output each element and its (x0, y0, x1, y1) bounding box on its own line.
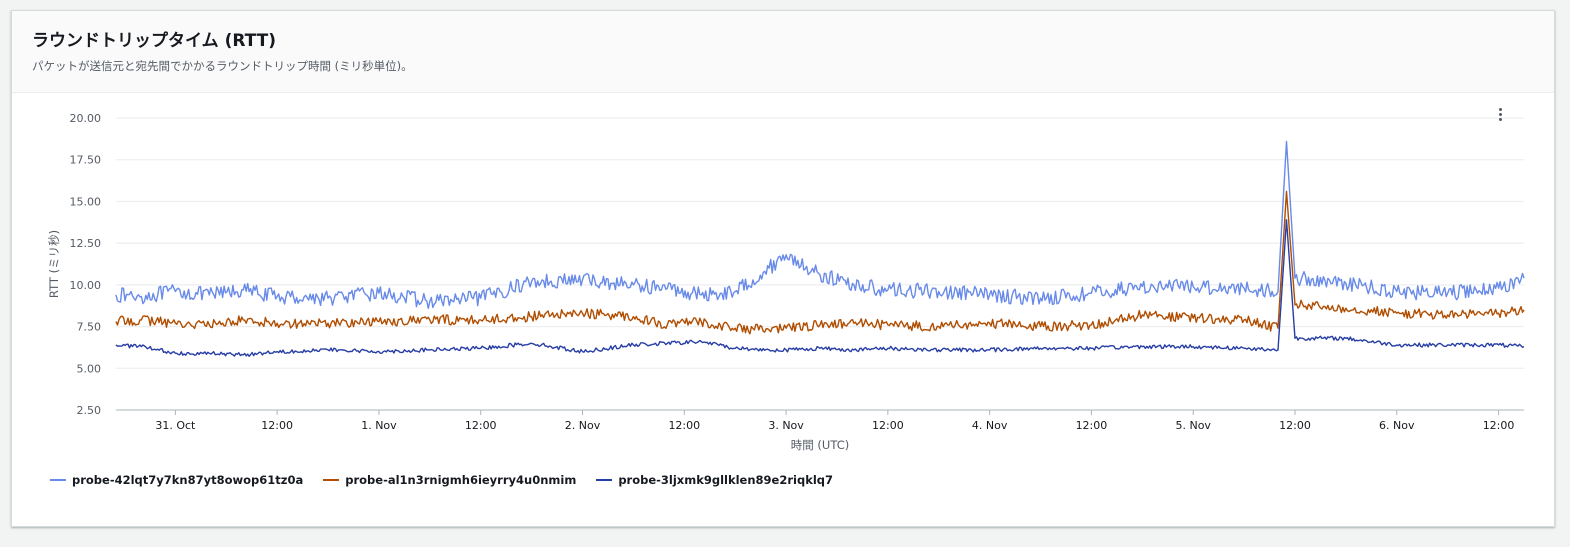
x-tick-label: 3. Nov (768, 419, 804, 432)
y-tick-label: 17.50 (70, 154, 102, 167)
legend-item[interactable]: probe-42lqt7y7kn87yt8owop61tz0a (50, 473, 303, 487)
more-vertical-icon[interactable] (1490, 106, 1510, 126)
legend-label: probe-al1n3rnigmh6ieyrry4u0nmim (345, 473, 577, 487)
card-subtitle: パケットが送信元と宛先間でかかるラウンドトリップ時間 (ミリ秒単位)。 (32, 59, 413, 73)
x-tick-label: 12:00 (1483, 419, 1515, 432)
chart-legend: probe-42lqt7y7kn87yt8owop61tz0a probe-al1… (50, 473, 833, 487)
series-line-2 (115, 190, 1525, 335)
series-line-3 (115, 219, 1525, 357)
legend-swatch (323, 479, 340, 481)
rtt-card: ラウンドトリップタイム (RTT) パケットが送信元と宛先間でかかるラウンドトリ… (11, 10, 1555, 527)
x-tick-label: 12:00 (1279, 419, 1311, 432)
x-axis-label: 時間 (UTC) (791, 438, 849, 452)
legend-swatch (50, 479, 66, 481)
x-tick-label: 12:00 (261, 419, 293, 432)
x-tick-label: 12:00 (465, 419, 497, 432)
legend-item[interactable]: probe-al1n3rnigmh6ieyrry4u0nmim (323, 473, 576, 487)
y-axis-label: RTT (ミリ秒) (47, 230, 61, 298)
x-tick-label: 2. Nov (565, 419, 601, 432)
x-tick-label: 12:00 (1076, 419, 1108, 432)
legend-label: probe-42lqt7y7kn87yt8owop61tz0a (72, 473, 304, 487)
x-tick-label: 1. Nov (361, 419, 397, 432)
y-tick-label: 15.00 (70, 195, 102, 208)
x-tick-label: 4. Nov (972, 419, 1008, 432)
x-tick-label: 12:00 (668, 419, 700, 432)
x-tick-label: 31. Oct (155, 419, 196, 432)
x-tick-label: 12:00 (872, 419, 904, 432)
y-tick-label: 7.50 (77, 321, 102, 334)
y-tick-label: 20.00 (70, 112, 102, 125)
y-tick-label: 12.50 (70, 237, 102, 250)
series-line-1 (115, 140, 1525, 309)
legend-swatch (596, 479, 613, 481)
x-tick-label: 6. Nov (1379, 419, 1415, 432)
legend-label: probe-3ljxmk9gllklen89e2riqklq7 (618, 473, 834, 487)
card-header: ラウンドトリップタイム (RTT) パケットが送信元と宛先間でかかるラウンドトリ… (12, 11, 1554, 93)
legend-item[interactable]: probe-3ljxmk9gllklen89e2riqklq7 (596, 473, 833, 487)
y-tick-label: 10.00 (70, 279, 102, 292)
y-tick-label: 2.50 (77, 404, 102, 417)
y-tick-label: 5.00 (77, 362, 102, 375)
card-title: ラウンドトリップタイム (RTT) (32, 31, 277, 51)
x-tick-label: 5. Nov (1175, 419, 1211, 432)
